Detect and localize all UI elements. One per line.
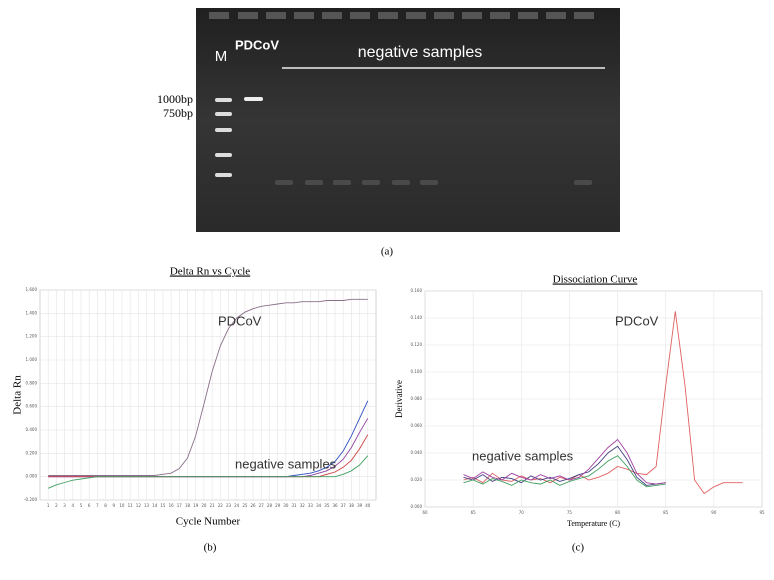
series-line [48,298,368,476]
x-tick-label: 6 [88,503,91,508]
x-tick-label: 29 [275,503,281,508]
x-tick-label: 40 [365,503,371,508]
y-tick-label: 0.020 [411,477,423,482]
x-tick-label: 10 [119,503,125,508]
y-tick-label: 0.600 [26,404,38,409]
annotation: negative samples [235,456,337,471]
x-tick-label: 3 [63,503,66,508]
y-tick-label: 0.160 [411,288,423,293]
x-tick-label: 18 [185,503,191,508]
ladder-bands [215,98,232,177]
x-tick-label: 17 [177,503,183,508]
y-tick-label: 0.080 [411,396,423,401]
x-axis-label: Cycle Number [176,516,241,528]
x-tick-label: 22 [218,503,224,508]
x-tick-label: 35 [324,503,330,508]
series-line [463,438,666,485]
caption: (b) [204,542,217,554]
y-tick-label: 0.120 [411,342,423,347]
x-tick-label: 12 [136,503,142,508]
x-tick-label: 21 [210,503,216,508]
positive-label: PDCoV [235,37,279,52]
x-tick-label: 95 [759,510,765,515]
x-tick-label: 30 [283,503,289,508]
chart-title: Delta Rn vs Cycle [170,266,250,278]
y-tick-label: 0.100 [411,369,423,374]
y-tick-label: 0.060 [411,423,423,428]
size-marker: 750bp [163,106,193,120]
y-tick-label: 0.200 [26,450,38,455]
annotation: PDCoV [615,313,659,328]
x-tick-label: 13 [144,503,150,508]
y-tick-label: -0.200 [24,497,37,502]
x-axis-label: Temperature (C) [567,519,620,528]
y-tick-label: 1.200 [26,334,38,339]
x-tick-label: 20 [201,503,207,508]
x-tick-label: 60 [422,510,428,515]
x-tick-label: 70 [519,510,525,515]
caption: (a) [381,246,394,258]
gel [196,8,620,232]
x-tick-label: 25 [242,503,248,508]
annotation: negative samples [472,448,574,463]
series-line [463,311,743,495]
x-tick-label: 34 [316,503,322,508]
y-tick-label: 1.600 [26,287,38,292]
series-line [463,455,666,488]
x-tick-label: 36 [332,503,338,508]
size-marker: 1000bp [157,92,193,106]
x-tick-label: 90 [711,510,717,515]
positive-band [244,97,263,101]
x-tick-label: 7 [96,503,99,508]
y-tick-label: 0.800 [26,380,38,385]
y-axis-label: Derivative [394,380,404,418]
x-tick-label: 28 [267,503,273,508]
x-tick-label: 39 [357,503,363,508]
x-tick-label: 23 [226,503,232,508]
x-tick-label: 26 [251,503,257,508]
x-tick-label: 38 [349,503,355,508]
chart-title: Dissociation Curve [553,274,638,286]
x-tick-label: 31 [292,503,298,508]
x-tick-label: 11 [128,503,134,508]
x-tick-label: 4 [72,503,75,508]
x-tick-label: 2 [55,503,58,508]
series-line [463,445,666,486]
x-tick-label: 5 [80,503,83,508]
series-line [48,455,369,489]
x-tick-label: 27 [259,503,265,508]
x-tick-label: 80 [615,510,621,515]
x-tick-label: 14 [152,503,158,508]
y-tick-label: 0.000 [411,504,423,509]
x-tick-label: 33 [308,503,314,508]
x-tick-label: 24 [234,503,240,508]
wells [209,12,594,19]
x-tick-label: 1 [47,503,50,508]
x-tick-label: 15 [160,503,166,508]
y-tick-label: 1.400 [26,310,38,315]
y-tick-label: 0.140 [411,315,423,320]
x-tick-label: 37 [341,503,347,508]
negative-label: negative samples [358,44,483,61]
x-tick-label: 9 [112,503,115,508]
x-tick-label: 19 [193,503,199,508]
y-tick-label: 0.040 [411,450,423,455]
y-tick-label: 0.400 [26,427,38,432]
x-tick-label: 65 [471,510,477,515]
x-tick-label: 8 [104,503,107,508]
y-tick-label: 1.000 [26,357,38,362]
x-tick-label: 75 [567,510,573,515]
faint-bands [275,180,592,185]
x-tick-label: 32 [300,503,306,508]
marker-label: M [215,48,228,65]
gel-panel: M PDCoV negative samples 1000bp 750bp (a… [157,8,620,258]
annotation: PDCoV [218,313,262,328]
y-tick-label: 0.000 [26,474,38,479]
x-tick-label: 85 [663,510,669,515]
x-tick-label: 16 [169,503,175,508]
caption: (c) [572,542,585,554]
y-axis-label: Delta Rn [12,375,24,415]
